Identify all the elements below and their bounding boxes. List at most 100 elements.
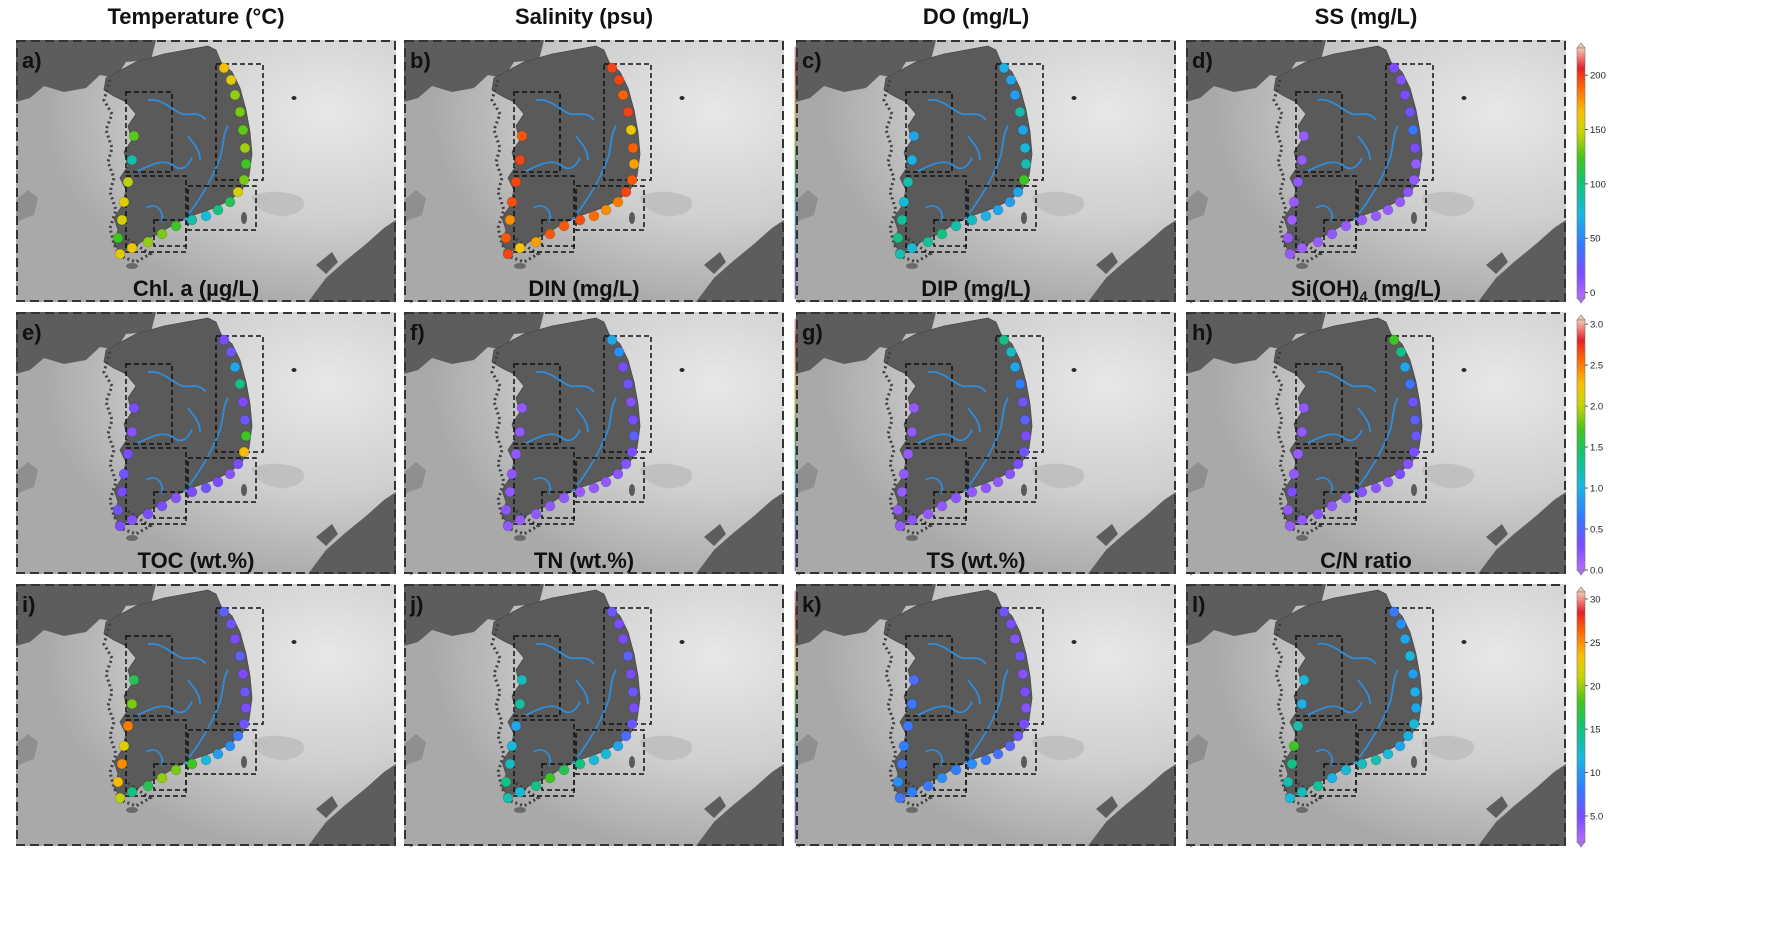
west-region-box (125, 363, 173, 445)
rivers (135, 642, 229, 767)
sampling-site (170, 764, 182, 776)
sampling-site (1288, 468, 1300, 480)
japan-island (316, 524, 338, 546)
west-region-box (513, 363, 561, 445)
sampling-site (1340, 220, 1352, 232)
sampling-site (600, 748, 612, 760)
sampling-site (1370, 482, 1382, 494)
sampling-site (514, 154, 526, 166)
sampling-site (908, 402, 920, 414)
geoje-island (1411, 756, 1417, 768)
sampling-sites (500, 62, 640, 260)
han-river (147, 98, 207, 121)
jindo-island (906, 807, 918, 813)
sampling-sites (1282, 334, 1422, 532)
tick-label: 30 (1590, 594, 1601, 605)
japan-landmass (1478, 220, 1566, 302)
sampling-site (1286, 758, 1298, 770)
tributary (187, 679, 201, 705)
sampling-site (936, 772, 948, 784)
south-region-box (1323, 219, 1357, 247)
sampling-site (502, 520, 514, 532)
sampling-site (514, 514, 526, 526)
geoje-island (629, 212, 635, 224)
sampling-site (1356, 758, 1368, 770)
south-region-box (541, 219, 575, 247)
map-border (1186, 584, 1566, 846)
tick-label: 5.0 (1590, 811, 1603, 822)
sampling-site (617, 633, 629, 645)
sampling-site (234, 378, 246, 390)
korea-coast-map (404, 584, 784, 846)
map-panel-i: TOC (wt.%) (6, 546, 446, 856)
sampling-site (232, 730, 244, 742)
sampling-site (558, 492, 570, 504)
southwest-region-box (1295, 175, 1357, 253)
jindo-island (126, 263, 138, 269)
sampling-site (112, 776, 124, 788)
rivers (1305, 370, 1399, 495)
yeongsan-river (145, 477, 164, 495)
sampling-sites (112, 62, 252, 260)
geoje-island (629, 484, 635, 496)
geum-river (523, 429, 581, 445)
sampling-site (128, 402, 140, 414)
sampling-site (902, 720, 914, 732)
jindo-island (126, 535, 138, 541)
tick-label: 15 (1590, 725, 1601, 736)
southeast-region-box (1357, 185, 1427, 231)
sampling-site (126, 698, 138, 710)
tick-label: 0 (1590, 288, 1595, 299)
sampling-site (1017, 668, 1029, 680)
geum-river (523, 701, 581, 717)
sampling-site (1298, 674, 1310, 686)
tick-label: 10 (1590, 768, 1601, 779)
sampling-site (922, 508, 934, 520)
sampling-site (112, 232, 124, 244)
sampling-site (118, 468, 130, 480)
west-coast-islands (490, 623, 541, 808)
han-river (147, 370, 207, 393)
sampling-site (1388, 606, 1400, 618)
geoje-island (629, 756, 635, 768)
panel-title: C/N ratio (1320, 548, 1412, 573)
offshore-shoal (640, 735, 693, 761)
sampling-site (239, 414, 251, 426)
south-region-box (541, 491, 575, 519)
panel-title: Salinity (psu) (514, 4, 654, 29)
nakdong-river (183, 397, 229, 493)
nakdong-river (1353, 125, 1399, 221)
panel-letter: e) (22, 320, 42, 345)
southwest-region-box (905, 447, 967, 525)
sampling-site (1012, 186, 1024, 198)
map-border (16, 312, 396, 574)
ulleung-island (679, 368, 685, 372)
tick-label: 3.0 (1590, 320, 1603, 331)
sampling-site (627, 142, 639, 154)
china-landmass (404, 584, 544, 646)
yeongsan-river (533, 477, 552, 495)
korea-coast-map (796, 584, 1176, 846)
colorbar-bottom-arrow (1576, 569, 1586, 576)
sampling-site (1326, 772, 1338, 784)
title-text: Si(OH) (1290, 276, 1360, 301)
southwest-region-box (513, 447, 575, 525)
southwest-region-box (125, 447, 187, 525)
ulleung-island (1461, 368, 1467, 372)
sampling-site (126, 154, 138, 166)
offshore-shoal (252, 191, 305, 217)
japan-landmass (308, 764, 396, 846)
sampling-site (588, 482, 600, 494)
rivers (915, 98, 1009, 223)
sampling-site (116, 758, 128, 770)
sampling-site (1395, 346, 1407, 358)
west-shelf (1186, 190, 1208, 222)
geoje-island (1411, 484, 1417, 496)
jindo-island (1296, 263, 1308, 269)
sampling-site (1282, 776, 1294, 788)
sampling-site (1292, 176, 1304, 188)
offshore-shoal (1032, 463, 1085, 489)
sampling-site (617, 89, 629, 101)
panel-title: Si(OH)4 (mg/L) (1176, 274, 1556, 312)
sampling-site (126, 514, 138, 526)
